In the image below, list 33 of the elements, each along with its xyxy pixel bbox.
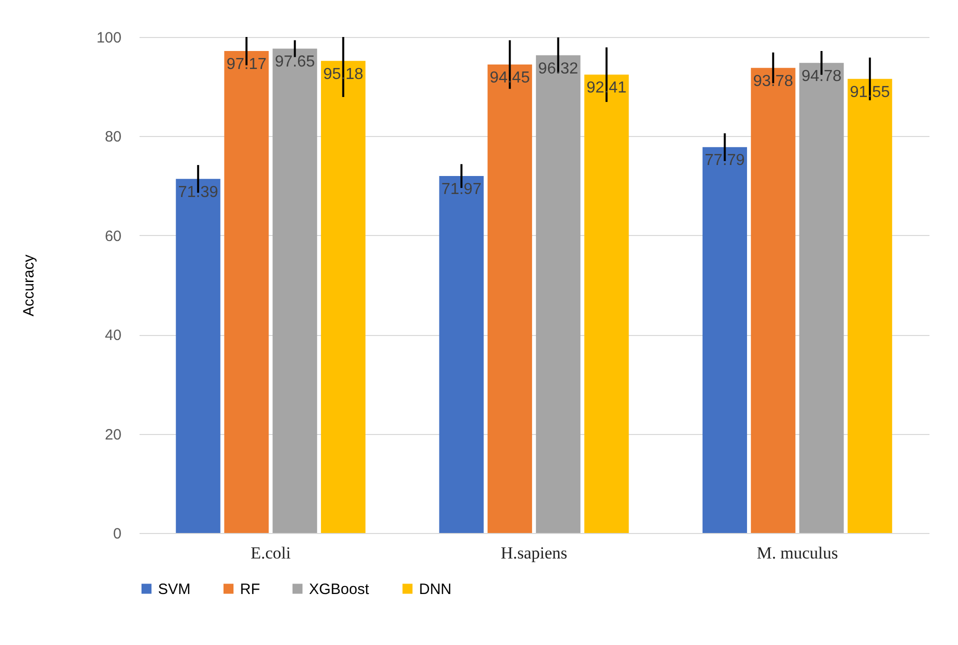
bar xyxy=(272,48,318,533)
bar xyxy=(224,51,269,533)
y-axis-title: Accuracy xyxy=(20,254,38,316)
legend-label: XGBoost xyxy=(309,580,370,598)
data-label: 94.78 xyxy=(801,68,842,85)
y-tick-label: 80 xyxy=(104,128,122,146)
y-tick-label: 20 xyxy=(104,426,122,444)
y-tick-label: 60 xyxy=(104,228,122,245)
legend-label: SVM xyxy=(158,580,191,598)
bar xyxy=(320,60,366,533)
bar xyxy=(750,68,796,533)
bar xyxy=(702,147,748,533)
bar xyxy=(799,62,844,533)
bar xyxy=(848,78,892,533)
x-tick-label: H.sapiens xyxy=(500,544,568,562)
bar xyxy=(439,176,484,533)
data-label: 97.65 xyxy=(274,54,315,71)
x-tick-label: M. muculus xyxy=(756,544,838,562)
bar xyxy=(176,178,220,533)
bar xyxy=(584,74,629,533)
data-label: 77.79 xyxy=(704,152,745,170)
y-tick-label: 100 xyxy=(96,30,122,46)
data-label: 97.17 xyxy=(226,56,267,74)
data-label: 71.39 xyxy=(178,184,218,201)
legend-label: DNN xyxy=(419,580,452,598)
x-tick-label: E.coli xyxy=(250,544,291,562)
y-tick-label: 0 xyxy=(113,526,122,542)
bar xyxy=(536,55,580,533)
bar xyxy=(488,64,532,533)
data-label: 93.78 xyxy=(753,72,794,90)
data-label: 71.97 xyxy=(441,181,482,198)
y-tick-label: 40 xyxy=(104,327,122,344)
legend-label: RF xyxy=(240,580,260,598)
